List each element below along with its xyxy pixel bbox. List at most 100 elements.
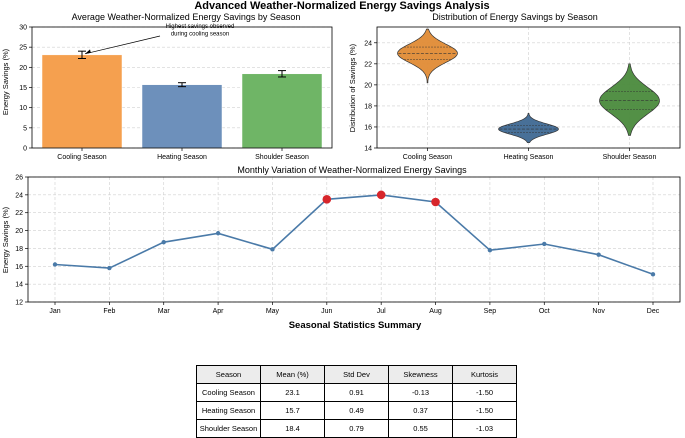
table-row: Cooling Season 23.1 0.91 -0.13 -1.50 — [196, 383, 517, 402]
bar-xtick-label: Cooling Season — [57, 154, 107, 161]
table-cell: 0.49 — [324, 401, 389, 420]
data-point — [52, 262, 58, 267]
bar-chart-title: Average Weather-Normalized Energy Saving… — [72, 12, 301, 22]
violin-ytick-label: 14 — [364, 146, 372, 153]
highlight-point — [322, 195, 332, 204]
violin-ytick-label: 24 — [364, 40, 372, 47]
violin-ytick-label: 22 — [364, 61, 372, 68]
table-cell: Cooling Season — [196, 383, 261, 402]
table-header-cell: Std Dev — [324, 365, 389, 384]
line-ytick-label: 16 — [15, 264, 23, 271]
bar-ytick-label: 20 — [19, 65, 27, 72]
data-point — [542, 241, 547, 247]
line-xtick-label: May — [266, 308, 280, 315]
bar-ytick-label: 0 — [23, 146, 27, 153]
violin-ytick-label: 20 — [364, 82, 372, 89]
figure-title: Advanced Weather-Normalized Energy Savin… — [194, 0, 489, 12]
data-point — [596, 252, 601, 257]
violin-xtick-label: Heating Season — [504, 154, 554, 161]
line-chart-title: Monthly Variation of Weather-Normalized … — [237, 165, 467, 175]
line-xtick-label: Feb — [103, 308, 115, 315]
line-xtick-label: Apr — [213, 308, 225, 315]
violin-chart-title: Distribution of Energy Savings by Season — [432, 12, 598, 22]
table-cell: 0.79 — [324, 419, 389, 438]
statistics-table: Season Mean (%) Std Dev Skewness Kurtosi… — [196, 365, 517, 438]
line-ytick-label: 12 — [15, 300, 23, 307]
line-xtick-label: Jul — [377, 308, 386, 315]
table-cell: -1.50 — [452, 401, 517, 420]
table-header-cell: Kurtosis — [452, 365, 517, 384]
highlight-point — [376, 190, 386, 200]
line-ytick-label: 22 — [15, 210, 23, 217]
data-point — [650, 272, 656, 277]
data-point — [161, 239, 166, 245]
violin-body — [498, 112, 559, 144]
annotation-text: Highest savings observed — [166, 24, 235, 30]
bar-chart-panel: Average Weather-Normalized Energy Saving… — [1, 12, 333, 161]
table-header-cell: Skewness — [388, 365, 453, 384]
line-xtick-label: Dec — [647, 308, 660, 315]
violin-chart-ylabel: Distribution of Savings (%) — [348, 43, 357, 132]
line-ytick-label: 20 — [15, 228, 23, 235]
line-xtick-label: Oct — [539, 308, 550, 315]
table-cell: 0.91 — [324, 383, 389, 402]
line-xtick-label: Jan — [49, 308, 60, 315]
line-axes-frame — [27, 176, 681, 303]
annotation-arrow — [84, 35, 161, 55]
violin-xtick-label: Cooling Season — [403, 154, 453, 161]
bar — [41, 54, 123, 149]
line-chart-panel: Monthly Variation of Weather-Normalized … — [1, 165, 681, 315]
table-cell: -1.50 — [452, 383, 517, 402]
violin-body — [599, 63, 660, 136]
table-header-cell: Mean (%) — [260, 365, 325, 384]
line-chart-ylabel: Energy Savings (%) — [1, 206, 10, 273]
line-xtick-label: Nov — [592, 308, 605, 315]
line-ytick-label: 14 — [15, 282, 23, 289]
bar-ytick-label: 25 — [19, 45, 27, 52]
annotation-arrowhead — [85, 49, 91, 54]
data-point — [487, 248, 493, 253]
bar-xtick-label: Heating Season — [157, 154, 207, 161]
table-cell: 23.1 — [260, 383, 325, 402]
table-cell: -1.03 — [452, 419, 517, 438]
data-point — [270, 247, 275, 252]
bar-ytick-label: 15 — [19, 85, 27, 92]
table-title: Seasonal Statistics Summary — [289, 320, 422, 331]
violin-ytick-label: 16 — [364, 124, 372, 131]
table-cell: -0.13 — [388, 383, 453, 402]
table-cell: 0.37 — [388, 401, 453, 420]
bar-axes-frame — [31, 26, 333, 149]
bar-xtick-label: Shoulder Season — [255, 154, 309, 161]
line-ytick-label: 26 — [15, 175, 23, 182]
annotation-text: during cooling season — [171, 32, 229, 38]
table-cell: 15.7 — [260, 401, 325, 420]
data-point — [107, 265, 112, 271]
bar-ytick-label: 10 — [19, 105, 27, 112]
violin-ytick-label: 18 — [364, 103, 372, 110]
violin-axes-frame — [376, 26, 681, 149]
table-cell: Heating Season — [196, 401, 261, 420]
bar — [141, 84, 223, 149]
line-ytick-label: 24 — [15, 192, 23, 199]
bar-chart-ylabel: Energy Savings (%) — [1, 48, 10, 115]
table-row: Heating Season 15.7 0.49 0.37 -1.50 — [196, 401, 517, 420]
bar — [241, 73, 323, 149]
violin-body — [397, 28, 458, 84]
line-ytick-label: 18 — [15, 246, 23, 253]
table-cell: Shoulder Season — [196, 419, 261, 438]
bar-ytick-label: 5 — [23, 125, 27, 132]
line-xtick-label: Aug — [429, 308, 442, 315]
violin-chart-panel: Distribution of Energy Savings by Season… — [348, 12, 681, 161]
table-cell: 18.4 — [260, 419, 325, 438]
bar-ytick-label: 30 — [19, 25, 27, 32]
line-xtick-label: Sep — [484, 308, 497, 315]
table-row: Shoulder Season 18.4 0.79 0.55 -1.03 — [196, 419, 517, 438]
data-point — [215, 231, 221, 236]
table-header-cell: Season — [196, 365, 261, 384]
series-line — [54, 194, 654, 276]
table-cell: 0.55 — [388, 419, 453, 438]
violin-xtick-label: Shoulder Season — [603, 154, 657, 161]
highlight-point — [431, 197, 440, 207]
line-xtick-label: Jun — [321, 308, 332, 315]
